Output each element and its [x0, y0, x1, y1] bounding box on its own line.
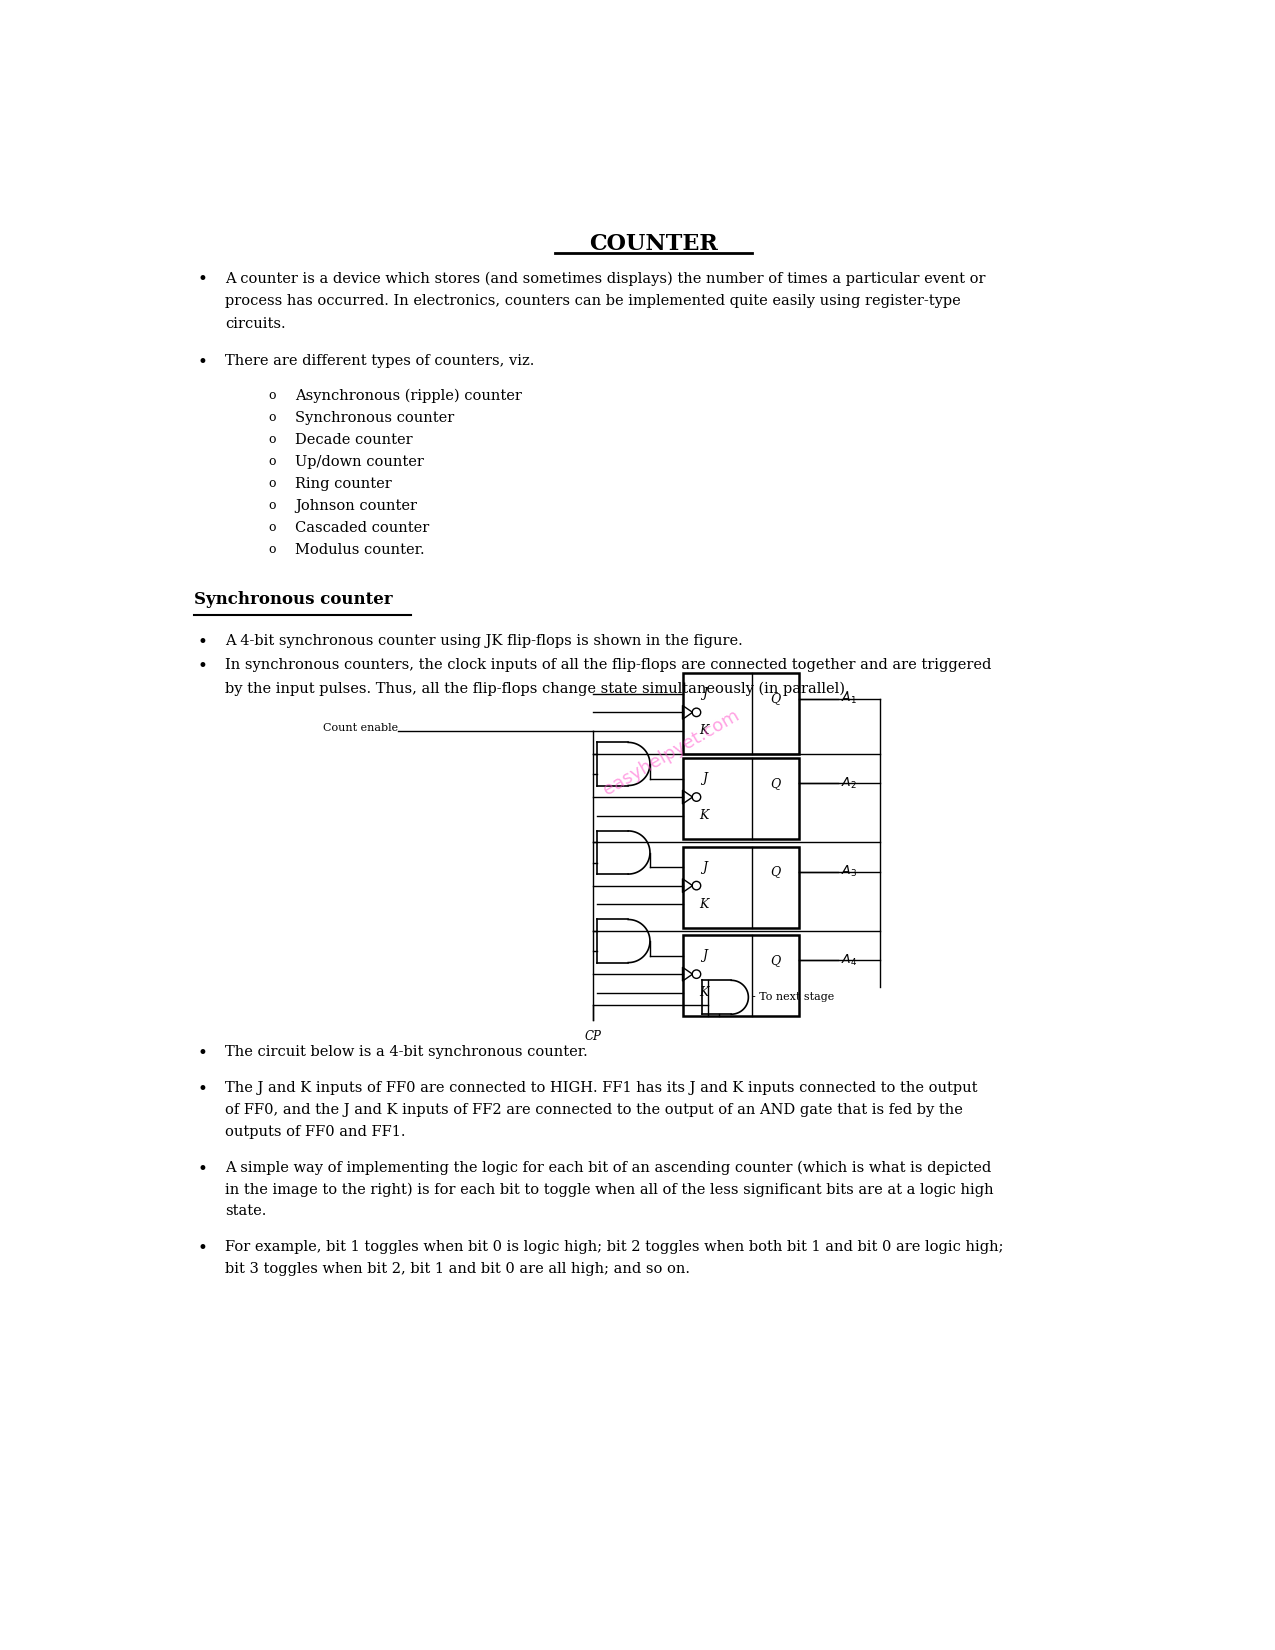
Text: J: J — [701, 949, 706, 962]
Text: o: o — [268, 498, 275, 512]
Text: o: o — [268, 543, 275, 556]
Text: Q: Q — [770, 777, 780, 790]
Text: A 4-bit synchronous counter using JK flip-flops is shown in the figure.: A 4-bit synchronous counter using JK fli… — [226, 634, 743, 648]
Text: There are different types of counters, viz.: There are different types of counters, v… — [226, 355, 534, 368]
Text: Q: Q — [770, 954, 780, 967]
Text: K: K — [700, 987, 709, 1000]
Text: CP: CP — [585, 1030, 602, 1043]
Text: Q: Q — [770, 865, 780, 878]
Text: •: • — [198, 1081, 207, 1097]
Text: K: K — [700, 808, 709, 822]
Text: J: J — [701, 861, 706, 873]
Text: easyhelpyet.com: easyhelpyet.com — [599, 706, 742, 799]
Text: o: o — [268, 411, 275, 424]
Text: - To next stage: - To next stage — [752, 992, 835, 1002]
Text: •: • — [198, 1241, 207, 1257]
Text: state.: state. — [226, 1204, 266, 1218]
Text: Up/down counter: Up/down counter — [295, 455, 423, 469]
Text: •: • — [198, 634, 207, 650]
Text: Modulus counter.: Modulus counter. — [295, 543, 425, 556]
Text: by the input pulses. Thus, all the flip-flops change state simultaneously (in pa: by the input pulses. Thus, all the flip-… — [226, 681, 850, 696]
Text: A counter is a device which stores (and sometimes displays) the number of times : A counter is a device which stores (and … — [226, 271, 986, 285]
Text: Cascaded counter: Cascaded counter — [295, 521, 430, 535]
Text: $A_3$: $A_3$ — [842, 865, 858, 879]
Text: Decade counter: Decade counter — [295, 432, 413, 447]
Text: K: K — [700, 724, 709, 738]
Text: outputs of FF0 and FF1.: outputs of FF0 and FF1. — [226, 1125, 405, 1138]
Text: o: o — [268, 432, 275, 446]
FancyBboxPatch shape — [682, 759, 798, 840]
Text: For example, bit 1 toggles when bit 0 is logic high; bit 2 toggles when both bit: For example, bit 1 toggles when bit 0 is… — [226, 1241, 1003, 1254]
FancyBboxPatch shape — [682, 936, 798, 1016]
Text: Johnson counter: Johnson counter — [295, 498, 417, 513]
FancyBboxPatch shape — [682, 846, 798, 927]
Text: $A_1$: $A_1$ — [842, 691, 857, 706]
Text: The J and K inputs of FF0 are connected to HIGH. FF1 has its J and K inputs conn: The J and K inputs of FF0 are connected … — [226, 1081, 978, 1096]
Text: o: o — [268, 521, 275, 533]
Text: Synchronous counter: Synchronous counter — [295, 411, 454, 426]
Text: J: J — [701, 688, 706, 700]
Text: The circuit below is a 4-bit synchronous counter.: The circuit below is a 4-bit synchronous… — [226, 1044, 588, 1059]
Text: J: J — [701, 772, 706, 785]
Text: o: o — [268, 455, 275, 469]
Text: •: • — [198, 658, 207, 675]
Text: •: • — [198, 271, 207, 289]
Text: •: • — [198, 1044, 207, 1063]
Text: A simple way of implementing the logic for each bit of an ascending counter (whi: A simple way of implementing the logic f… — [226, 1160, 992, 1175]
Text: COUNTER: COUNTER — [589, 233, 718, 254]
FancyBboxPatch shape — [682, 673, 798, 754]
Text: Synchronous counter: Synchronous counter — [194, 591, 393, 609]
Text: o: o — [268, 389, 275, 403]
Text: in the image to the right) is for each bit to toggle when all of the less signif: in the image to the right) is for each b… — [226, 1183, 994, 1196]
Text: K: K — [700, 898, 709, 911]
Text: Asynchronous (ripple) counter: Asynchronous (ripple) counter — [295, 389, 521, 403]
Text: $A_4$: $A_4$ — [842, 952, 858, 969]
Text: process has occurred. In electronics, counters can be implemented quite easily u: process has occurred. In electronics, co… — [226, 294, 961, 309]
Text: bit 3 toggles when bit 2, bit 1 and bit 0 are all high; and so on.: bit 3 toggles when bit 2, bit 1 and bit … — [226, 1262, 690, 1275]
Text: •: • — [198, 1160, 207, 1178]
Text: $A_2$: $A_2$ — [842, 776, 857, 790]
Text: Count enable: Count enable — [323, 723, 398, 733]
Text: Q: Q — [770, 691, 780, 705]
Text: of FF0, and the J and K inputs of FF2 are connected to the output of an AND gate: of FF0, and the J and K inputs of FF2 ar… — [226, 1102, 963, 1117]
Text: circuits.: circuits. — [226, 317, 286, 332]
Text: Ring counter: Ring counter — [295, 477, 391, 490]
Text: •: • — [198, 355, 207, 371]
Text: o: o — [268, 477, 275, 490]
Text: In synchronous counters, the clock inputs of all the flip-flops are connected to: In synchronous counters, the clock input… — [226, 658, 992, 673]
